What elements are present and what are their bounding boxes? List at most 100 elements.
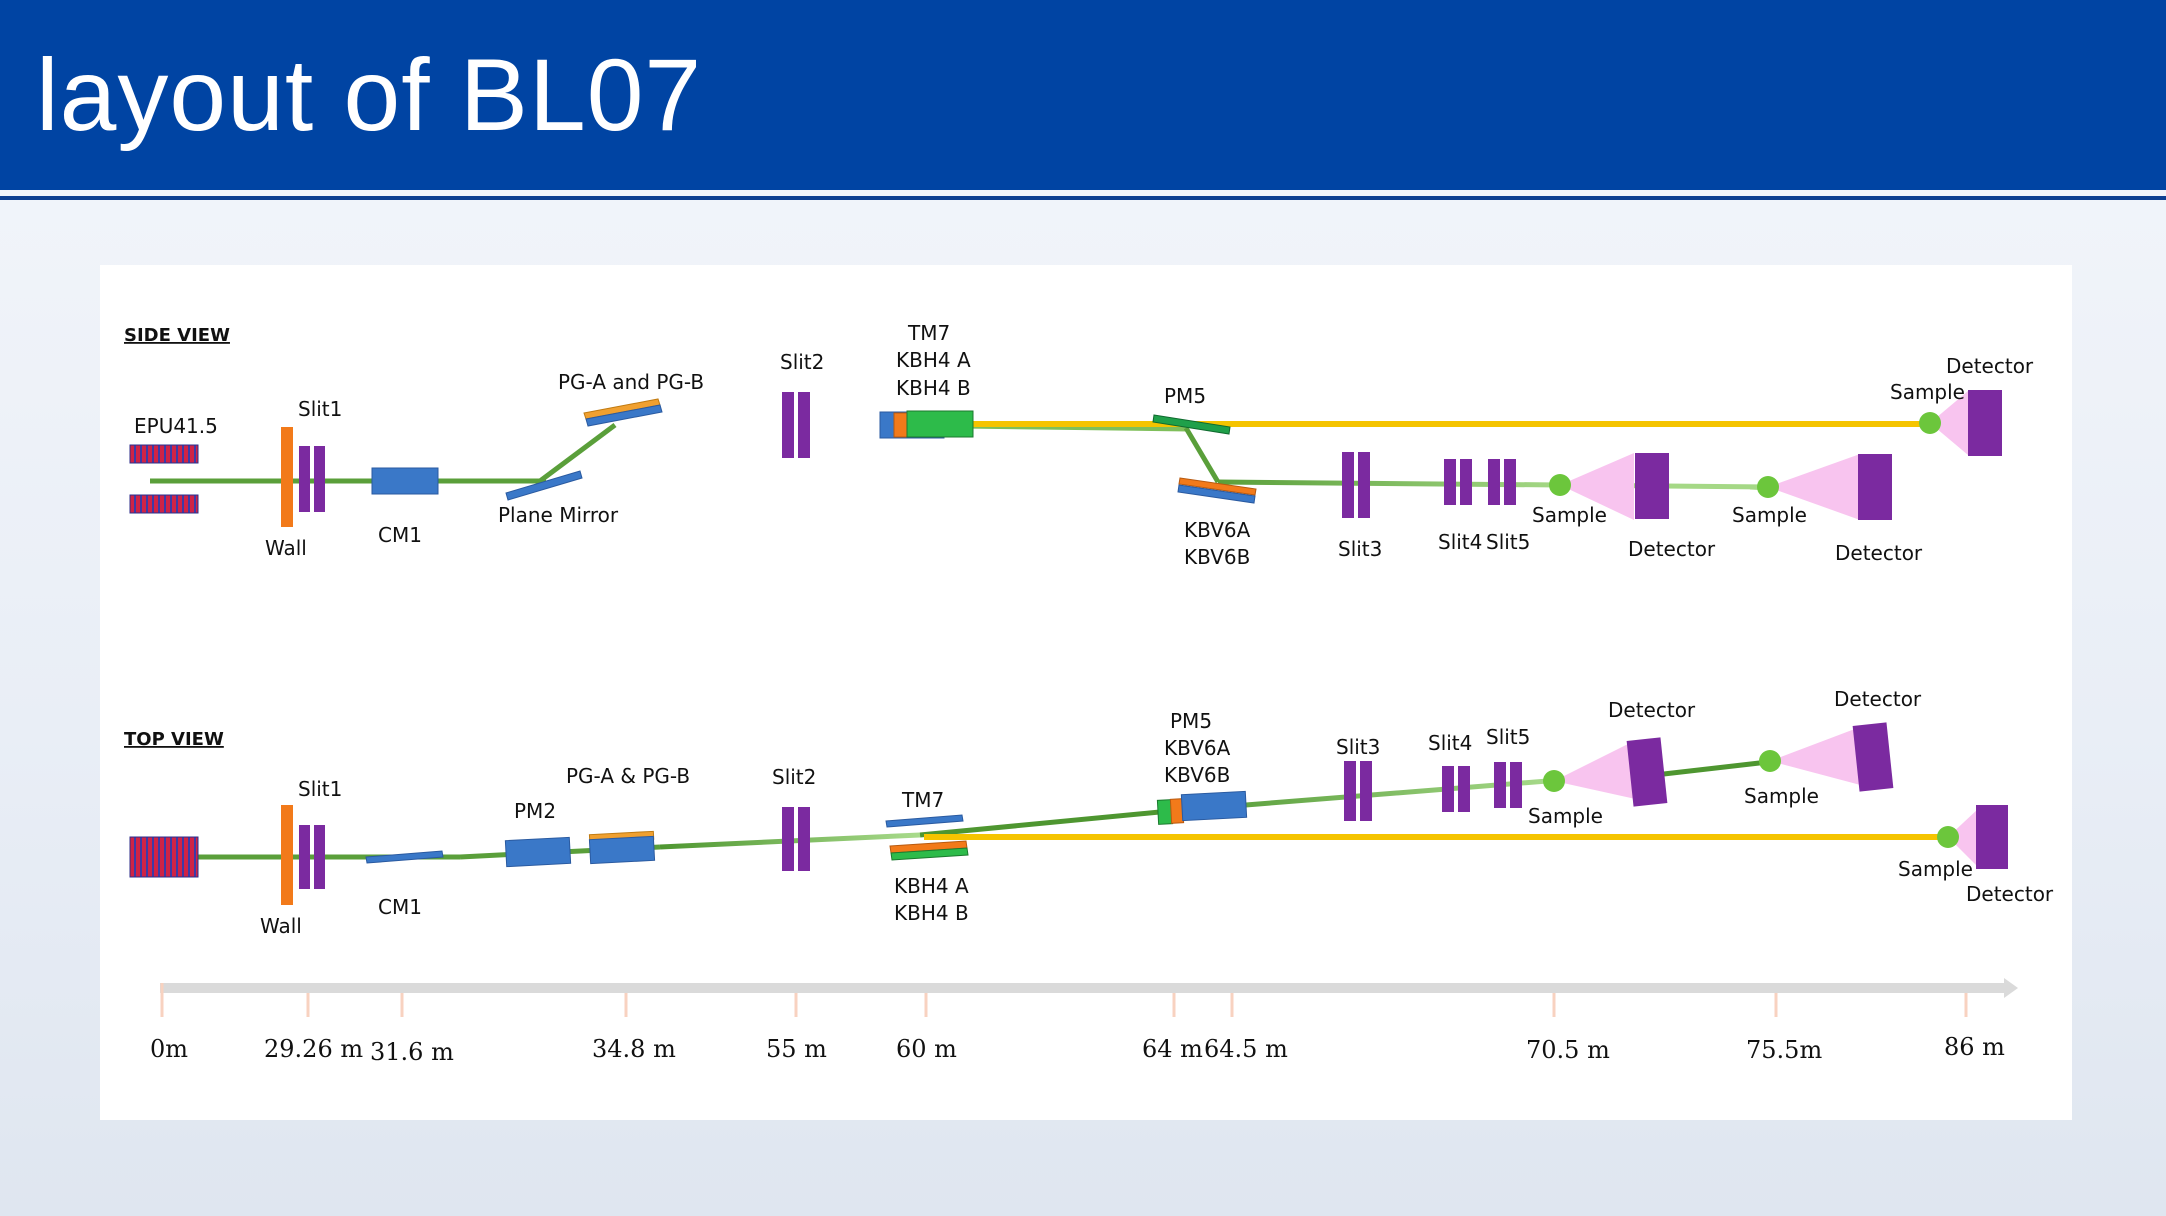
top-view: TOP VIEW Wall Slit1 CM1 PM2 PG-A & PG-B … bbox=[124, 687, 2054, 938]
side-plane-mirror bbox=[505, 470, 583, 501]
top-wall bbox=[281, 805, 293, 905]
side-slit1-a bbox=[299, 446, 310, 512]
side-slit2-b bbox=[798, 392, 810, 458]
side-label-kbh4a: KBH4 A bbox=[896, 348, 971, 372]
top-label-slit2: Slit2 bbox=[772, 765, 816, 789]
top-detector-2 bbox=[1852, 722, 1894, 792]
header-bar: layout of BL07 bbox=[0, 0, 2166, 190]
scale-label: 0m bbox=[150, 1035, 188, 1063]
top-cone-3 bbox=[1948, 809, 1978, 867]
side-beam-up bbox=[538, 422, 617, 484]
side-slit4-a bbox=[1444, 459, 1456, 505]
top-detector-3 bbox=[1976, 805, 2008, 869]
top-cm1 bbox=[365, 850, 444, 864]
side-label-detector-2: Detector bbox=[1835, 541, 1923, 565]
side-beam-lower bbox=[1217, 479, 1561, 488]
side-kbv6a bbox=[1178, 477, 1257, 496]
top-label-detector-1: Detector bbox=[1608, 698, 1696, 722]
side-label-kbv6b: KBV6B bbox=[1184, 545, 1250, 569]
top-label-slit4: Slit4 bbox=[1428, 731, 1472, 755]
top-label-slit3: Slit3 bbox=[1336, 735, 1380, 759]
side-kbv6b bbox=[1177, 484, 1256, 504]
side-label-slit5: Slit5 bbox=[1486, 530, 1530, 554]
top-view-heading: TOP VIEW bbox=[124, 729, 224, 750]
side-sample-3 bbox=[1919, 412, 1941, 434]
top-slit3-a bbox=[1344, 761, 1356, 821]
top-beam-far bbox=[1654, 759, 1769, 778]
top-sample-3 bbox=[1937, 826, 1959, 848]
side-kbh4-b bbox=[906, 410, 974, 438]
side-beam-down bbox=[1183, 426, 1221, 484]
top-slit1-a bbox=[299, 825, 310, 889]
scale-label: 55 m bbox=[766, 1035, 827, 1063]
top-label-kbv6b: KBV6B bbox=[1164, 763, 1230, 787]
top-label-slit5: Slit5 bbox=[1486, 725, 1530, 749]
side-cone-2 bbox=[1768, 454, 1860, 520]
scale-label: 29.26 m bbox=[264, 1035, 363, 1063]
side-label-cm1: CM1 bbox=[378, 523, 422, 547]
side-label-sample-3: Sample bbox=[1890, 380, 1965, 404]
top-sample-2 bbox=[1759, 750, 1781, 772]
top-label-wall: Wall bbox=[260, 914, 302, 938]
top-pm2 bbox=[504, 836, 572, 868]
top-sample-1 bbox=[1543, 770, 1565, 792]
side-label-slit3: Slit3 bbox=[1338, 537, 1382, 561]
top-label-kbv6a: KBV6A bbox=[1164, 736, 1231, 760]
side-label-slit2: Slit2 bbox=[780, 350, 824, 374]
top-label-kbh4a: KBH4 A bbox=[894, 874, 969, 898]
side-slit3-b bbox=[1358, 452, 1370, 518]
top-label-tm7: TM7 bbox=[901, 788, 944, 812]
side-slit2-a bbox=[782, 392, 794, 458]
top-slit3-b bbox=[1360, 761, 1372, 821]
side-cone-1 bbox=[1560, 453, 1634, 520]
top-slit5-a bbox=[1494, 762, 1506, 808]
top-tm7 bbox=[885, 814, 964, 828]
top-slit1-b bbox=[314, 825, 325, 889]
side-slit5-b bbox=[1504, 459, 1516, 505]
scale-label: 31.6 m bbox=[370, 1038, 454, 1066]
side-kbh4-a bbox=[893, 412, 909, 438]
side-slit1-b bbox=[314, 446, 325, 512]
top-label-pm2: PM2 bbox=[514, 799, 556, 823]
scale-bar bbox=[160, 983, 2006, 993]
scale-label: 34.8 m bbox=[592, 1035, 676, 1063]
side-label-plane-mirror: Plane Mirror bbox=[498, 503, 619, 527]
side-label-sample-2: Sample bbox=[1732, 503, 1807, 527]
side-slit5-a bbox=[1488, 459, 1500, 505]
scale-label: 64.5 m bbox=[1204, 1035, 1288, 1063]
scale-label: 60 m bbox=[896, 1035, 957, 1063]
diagram-panel: SIDE VIEW EPU41.5 Wall Slit1 CM1 Plane M… bbox=[100, 265, 2072, 1120]
side-label-slit4: Slit4 bbox=[1438, 530, 1482, 554]
side-label-pg: PG-A and PG-B bbox=[558, 370, 704, 394]
top-label-sample-2: Sample bbox=[1744, 784, 1819, 808]
side-detector-1 bbox=[1635, 453, 1669, 519]
side-detector-2 bbox=[1858, 454, 1892, 520]
top-slit2-a bbox=[782, 807, 794, 871]
scale-arrow bbox=[2004, 978, 2018, 998]
side-cm1 bbox=[371, 467, 439, 495]
scale-label: 64 m bbox=[1142, 1035, 1203, 1063]
top-epu bbox=[129, 836, 199, 878]
top-slit5-b bbox=[1510, 762, 1522, 808]
side-slit4-b bbox=[1460, 459, 1472, 505]
top-label-sample-1: Sample bbox=[1528, 804, 1603, 828]
scale-label: 86 m bbox=[1944, 1033, 2005, 1061]
side-label-wall: Wall bbox=[265, 536, 307, 560]
top-label-detector-3: Detector bbox=[1966, 882, 2054, 906]
side-sample-2 bbox=[1757, 476, 1779, 498]
side-view-heading: SIDE VIEW bbox=[124, 325, 230, 346]
top-beam-to-pm5 bbox=[919, 808, 1171, 838]
top-label-detector-2: Detector bbox=[1834, 687, 1922, 711]
top-slit4-b bbox=[1458, 766, 1470, 812]
side-label-epu: EPU41.5 bbox=[134, 414, 218, 438]
side-pm5 bbox=[1152, 414, 1231, 435]
top-slit4-a bbox=[1442, 766, 1454, 812]
side-label-kbh4b: KBH4 B bbox=[896, 376, 971, 400]
side-wall bbox=[281, 427, 293, 527]
top-label-cm1: CM1 bbox=[378, 895, 422, 919]
side-label-tm7: TM7 bbox=[907, 321, 950, 345]
top-slit2-b bbox=[798, 807, 810, 871]
top-kbh4-b bbox=[890, 847, 969, 861]
header-divider bbox=[0, 196, 2166, 200]
scale-label: 75.5m bbox=[1746, 1036, 1822, 1064]
